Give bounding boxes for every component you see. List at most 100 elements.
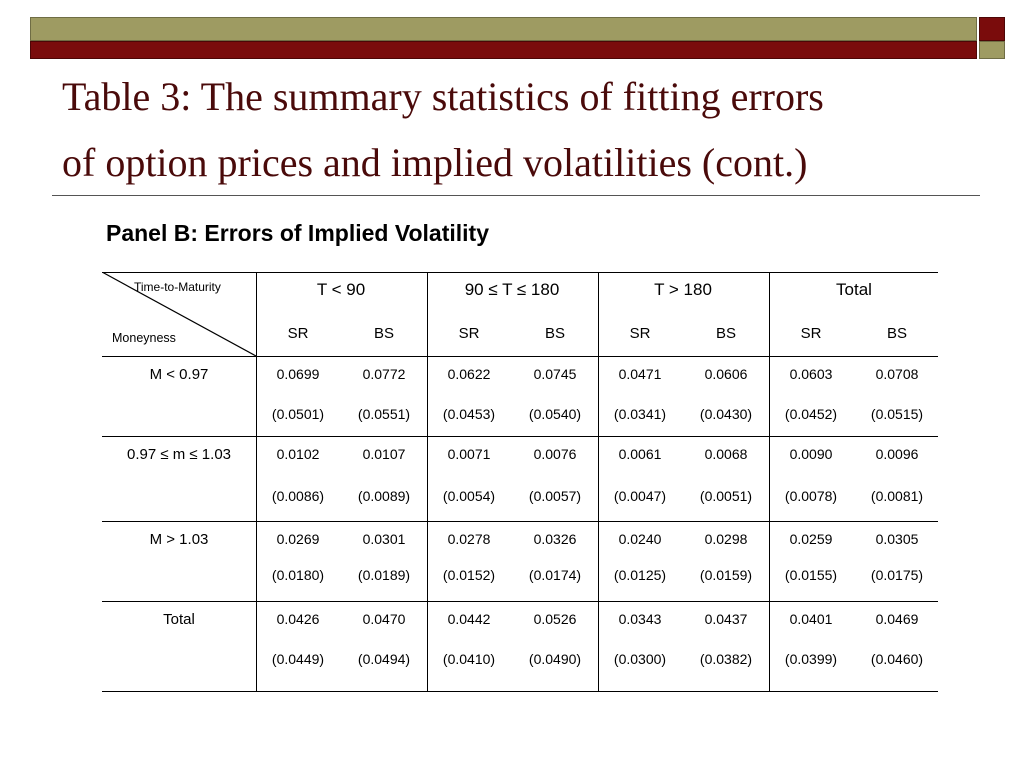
table-rule <box>102 356 938 357</box>
table-cell-value: 0.0326 <box>533 531 577 547</box>
table-cell-value: 0.0068 <box>704 446 748 462</box>
table-rule <box>102 272 938 273</box>
table-cell-sd: (0.0152) <box>442 567 496 583</box>
table-cell-sd: (0.0086) <box>271 488 325 504</box>
table-cell-sd: (0.0410) <box>442 651 496 667</box>
table-cell-sd: (0.0047) <box>613 488 667 504</box>
table-cell-sd: (0.0057) <box>528 488 582 504</box>
table-cell-value: 0.0061 <box>618 446 662 462</box>
table-cell-sd: (0.0155) <box>784 567 838 583</box>
table-cell-value: 0.0471 <box>618 366 662 382</box>
header-bar-maroon <box>30 41 977 59</box>
table-cell-value: 0.0470 <box>362 611 406 627</box>
panel-title: Panel B: Errors of Implied Volatility <box>106 220 489 246</box>
table-cell-value: 0.0442 <box>447 611 491 627</box>
group-header: T > 180 <box>654 280 712 299</box>
table-cell-sd: (0.0449) <box>271 651 325 667</box>
table-cell-value: 0.0469 <box>875 611 919 627</box>
table-cell-value: 0.0269 <box>276 531 320 547</box>
table-rule <box>102 436 938 437</box>
table-cell-value: 0.0343 <box>618 611 662 627</box>
row-label: 0.97 ≤ m ≤ 1.03 <box>126 446 232 463</box>
table-cell-sd: (0.0300) <box>613 651 667 667</box>
table-column-divider <box>256 272 257 691</box>
table-cell-sd: (0.0490) <box>528 651 582 667</box>
table-cell-sd: (0.0189) <box>357 567 411 583</box>
summary-table: Time-to-Maturity Moneyness T < 90 90 ≤ T … <box>102 272 938 692</box>
group-header: T < 90 <box>316 280 366 299</box>
table-cell-sd: (0.0051) <box>699 488 753 504</box>
table-column-divider <box>598 272 599 691</box>
subheader: SR <box>800 325 822 342</box>
slide-title-line1: Table 3: The summary statistics of fitti… <box>62 74 824 119</box>
header-bar-olive <box>30 17 977 41</box>
table-cell-value: 0.0622 <box>447 366 491 382</box>
subheader: SR <box>287 325 309 342</box>
table-cell-sd: (0.0460) <box>870 651 924 667</box>
table-cell-sd: (0.0382) <box>699 651 753 667</box>
table-cell-sd: (0.0089) <box>357 488 411 504</box>
table-cell-value: 0.0699 <box>276 366 320 382</box>
table-cell-value: 0.0526 <box>533 611 577 627</box>
subheader: BS <box>544 325 566 342</box>
table-cell-value: 0.0076 <box>533 446 577 462</box>
table-cell-sd: (0.0125) <box>613 567 667 583</box>
table-cell-value: 0.0745 <box>533 366 577 382</box>
table-cell-value: 0.0090 <box>789 446 833 462</box>
table-cell-value: 0.0437 <box>704 611 748 627</box>
table-cell-sd: (0.0399) <box>784 651 838 667</box>
title-divider <box>52 195 980 196</box>
table-cell-sd: (0.0054) <box>442 488 496 504</box>
slide-title-line2: of option prices and implied volatilitie… <box>62 140 808 185</box>
subheader: BS <box>886 325 908 342</box>
table-cell-sd: (0.0452) <box>784 406 838 422</box>
table-column-divider <box>427 272 428 691</box>
group-header: 90 ≤ T ≤ 180 <box>464 280 560 299</box>
corner-label-moneyness: Moneyness <box>112 331 176 345</box>
table-cell-value: 0.0096 <box>875 446 919 462</box>
table-cell-sd: (0.0494) <box>357 651 411 667</box>
subheader: SR <box>629 325 651 342</box>
corner-label-time-to-maturity: Time-to-Maturity <box>134 280 221 294</box>
table-cell-value: 0.0606 <box>704 366 748 382</box>
subheader: SR <box>458 325 480 342</box>
subheader: BS <box>715 325 737 342</box>
table-cell-value: 0.0305 <box>875 531 919 547</box>
table-cell-value: 0.0301 <box>362 531 406 547</box>
table-cell-value: 0.0298 <box>704 531 748 547</box>
row-label: M < 0.97 <box>149 366 209 383</box>
table-cell-value: 0.0102 <box>276 446 320 462</box>
table-cell-value: 0.0708 <box>875 366 919 382</box>
table-cell-sd: (0.0430) <box>699 406 753 422</box>
table-cell-value: 0.0259 <box>789 531 833 547</box>
corner-diagonal <box>102 272 256 356</box>
table-cell-value: 0.0401 <box>789 611 833 627</box>
table-cell-sd: (0.0501) <box>271 406 325 422</box>
table-cell-sd: (0.0081) <box>870 488 924 504</box>
row-label: Total <box>163 611 195 628</box>
table-column-divider <box>769 272 770 691</box>
table-rule <box>102 601 938 602</box>
table-cell-value: 0.0426 <box>276 611 320 627</box>
corner-square-olive <box>979 41 1005 59</box>
table-cell-sd: (0.0159) <box>699 567 753 583</box>
table-rule <box>102 521 938 522</box>
table-cell-sd: (0.0453) <box>442 406 496 422</box>
table-cell-value: 0.0278 <box>447 531 491 547</box>
subheader: BS <box>373 325 395 342</box>
corner-square-red <box>979 17 1005 41</box>
table-cell-value: 0.0772 <box>362 366 406 382</box>
group-header: Total <box>836 280 872 299</box>
table-cell-sd: (0.0551) <box>357 406 411 422</box>
slide-title: Table 3: The summary statistics of fitti… <box>62 64 962 196</box>
table-cell-sd: (0.0515) <box>870 406 924 422</box>
table-cell-sd: (0.0341) <box>613 406 667 422</box>
table-cell-value: 0.0240 <box>618 531 662 547</box>
table-cell-value: 0.0603 <box>789 366 833 382</box>
table-rule <box>102 691 938 692</box>
table-cell-value: 0.0071 <box>447 446 491 462</box>
table-cell-sd: (0.0175) <box>870 567 924 583</box>
table-cell-sd: (0.0540) <box>528 406 582 422</box>
table-cell-sd: (0.0078) <box>784 488 838 504</box>
table-cell-sd: (0.0174) <box>528 567 582 583</box>
